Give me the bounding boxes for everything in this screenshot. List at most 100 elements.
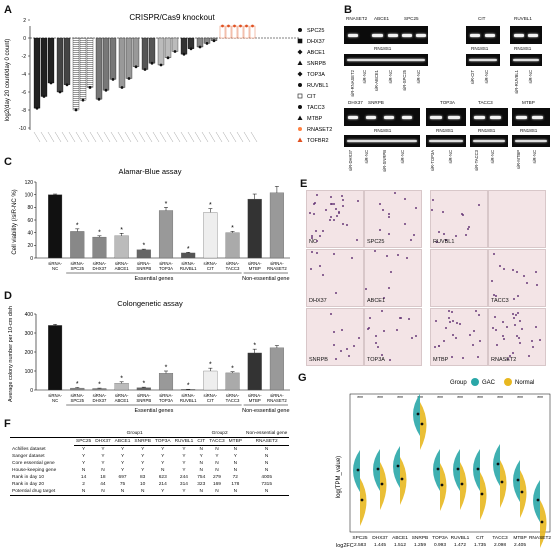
lane-label: siR-NC bbox=[490, 150, 495, 164]
colony-dot bbox=[382, 296, 385, 299]
x-tick-label: siRNA- bbox=[137, 393, 151, 398]
table-cell: Y bbox=[120, 447, 125, 452]
a-bar bbox=[148, 37, 156, 64]
column-header: CIT bbox=[195, 437, 208, 446]
colony-well: SNRPB bbox=[306, 308, 364, 366]
table-cell: N bbox=[233, 461, 238, 466]
bar bbox=[136, 387, 151, 391]
gene-label-ruvbl1: RUVBL1 bbox=[514, 16, 532, 21]
colony-dot bbox=[495, 328, 498, 331]
panel-d-chart: Colongenetic assay Average colony number… bbox=[8, 299, 290, 414]
ref-label-b3: RN18S1 bbox=[478, 128, 496, 133]
row-header-blank bbox=[10, 438, 74, 446]
a-bar bbox=[47, 37, 55, 84]
bar bbox=[269, 347, 284, 391]
x-tick-label: SNRPB bbox=[412, 535, 429, 541]
a-bar-control bbox=[219, 25, 226, 39]
colony-dot bbox=[313, 213, 316, 216]
x-tick-label: RNASET2 bbox=[267, 398, 287, 403]
gel-bottom-left bbox=[344, 108, 420, 126]
a-xlabel-stub bbox=[236, 131, 244, 143]
colony-dot bbox=[338, 211, 341, 214]
a-bar-marker bbox=[198, 45, 202, 49]
violin-gac bbox=[353, 450, 360, 492]
lane-label: siR-NC bbox=[484, 70, 489, 84]
well-label: NC bbox=[309, 239, 317, 245]
significance-star: * bbox=[76, 381, 79, 388]
colony-dot bbox=[437, 230, 440, 233]
colony-dot bbox=[472, 329, 475, 332]
violin-gac bbox=[433, 449, 440, 491]
a-bar bbox=[63, 37, 71, 85]
colony-dot bbox=[310, 267, 313, 270]
mean-point-gac bbox=[476, 467, 480, 471]
table-cell: 178 bbox=[231, 482, 240, 487]
a-bar-control-marker bbox=[227, 24, 230, 28]
lane-label: siR-NC bbox=[416, 70, 421, 84]
colony-well: TOP3A bbox=[364, 308, 422, 366]
colony-dot bbox=[451, 334, 454, 337]
table-cell: N bbox=[199, 468, 203, 473]
table-cell: Y bbox=[182, 461, 186, 466]
lane-label: siR-NC bbox=[364, 150, 369, 164]
table-cell: Y bbox=[101, 461, 105, 466]
x-tick-label: RUVBL1 bbox=[180, 398, 197, 403]
colony-dot bbox=[346, 348, 349, 351]
table-cell: 2 bbox=[82, 482, 85, 487]
lane-label: siR-TACC3 bbox=[474, 150, 479, 171]
a-bar-control-marker bbox=[251, 24, 254, 28]
lane-label: siR-RUVBL1 bbox=[514, 70, 519, 94]
lane-label: siR-MTBP bbox=[516, 150, 521, 170]
colony-dot bbox=[341, 198, 344, 201]
a-ytick-label: 2 bbox=[23, 18, 26, 24]
colony-dot bbox=[517, 311, 520, 314]
a-ytick-label: -6 bbox=[22, 90, 27, 96]
x-tick-label: siRNA- bbox=[204, 261, 218, 266]
mean-point-normal bbox=[460, 482, 464, 486]
ytick-label: 100 bbox=[25, 192, 34, 198]
bar bbox=[70, 387, 85, 391]
legend-label: TOFBR2 bbox=[307, 138, 329, 144]
a-bar bbox=[79, 37, 87, 101]
gene-label-rnaset2: RNASET2 bbox=[346, 16, 368, 21]
gene-label-top3a: TOP3A bbox=[440, 100, 455, 105]
colony-dot bbox=[501, 321, 504, 324]
colony-dot bbox=[316, 193, 319, 196]
violin-normal bbox=[440, 463, 447, 511]
a-bar-marker bbox=[212, 39, 216, 43]
a-ytick-label: -4 bbox=[22, 72, 27, 78]
colony-dot bbox=[448, 320, 451, 323]
x-tick-label: DHX37 bbox=[93, 398, 107, 403]
colony-dot bbox=[355, 239, 358, 242]
colony-dot bbox=[516, 271, 519, 274]
legend-marker-icon bbox=[297, 71, 303, 77]
mean-point-normal bbox=[500, 480, 504, 484]
mean-point-gac bbox=[536, 498, 540, 502]
a-bar-control bbox=[249, 25, 256, 39]
panel-label-b: B bbox=[344, 4, 352, 16]
table-corner bbox=[10, 430, 74, 438]
x-tick-label: siRNA- bbox=[270, 261, 284, 266]
colony-dot bbox=[335, 207, 338, 210]
mean-point-gac bbox=[396, 464, 400, 468]
panel-b: RNASET2 ABCE1 SPC25 RN18S1 CIT RN18S1 RU… bbox=[344, 14, 554, 179]
colony-dot bbox=[379, 229, 382, 232]
a-ytick-label: -10 bbox=[19, 126, 26, 132]
colony-dot bbox=[516, 335, 519, 338]
colony-dot bbox=[382, 329, 385, 332]
colony-dot bbox=[332, 252, 335, 255]
legend-marker-icon bbox=[298, 127, 302, 131]
panel-a-bars bbox=[33, 24, 258, 143]
panel-g-chart: Group GAC Normal log(TPM_value) *** SPC25… bbox=[336, 378, 551, 549]
a-bar-marker bbox=[111, 78, 115, 81]
x-tick-label: siRNA- bbox=[115, 393, 129, 398]
a-bar-marker bbox=[150, 61, 154, 65]
plot-frame bbox=[349, 393, 551, 533]
colony-dot bbox=[388, 212, 391, 215]
a-bar-marker bbox=[81, 98, 85, 102]
colony-dot bbox=[352, 345, 355, 348]
table-cell: N bbox=[215, 468, 219, 473]
legend-gac: GAC bbox=[482, 380, 496, 386]
sig-label: *** bbox=[377, 396, 383, 402]
violin-gac bbox=[473, 449, 480, 491]
